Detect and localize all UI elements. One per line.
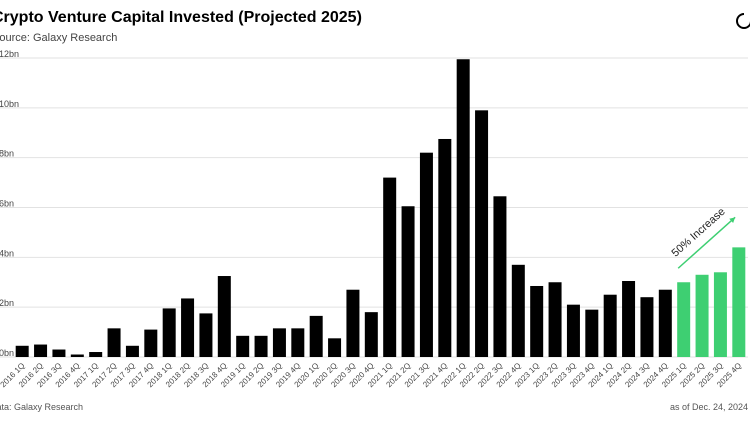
bar — [438, 138, 452, 357]
footer-date: as of Dec. 24, 2024 — [670, 402, 748, 412]
bar — [677, 282, 691, 357]
bar — [34, 344, 48, 357]
bar — [217, 276, 231, 357]
bar — [658, 289, 672, 357]
bar — [475, 110, 489, 357]
y-tick-label: $10bn — [0, 99, 19, 109]
bar — [640, 297, 654, 357]
bar — [144, 329, 158, 357]
bar — [566, 304, 580, 357]
bar — [107, 328, 121, 357]
bar — [419, 152, 433, 357]
bar — [254, 335, 268, 357]
bar — [328, 338, 342, 357]
y-tick-label: $4bn — [0, 248, 14, 258]
bar — [732, 247, 746, 357]
bar — [493, 196, 507, 357]
y-tick-label: $6bn — [0, 199, 14, 209]
bar — [346, 289, 360, 357]
annotation-arrow — [677, 216, 736, 269]
bar — [695, 274, 709, 357]
bar — [713, 272, 727, 357]
bar — [530, 285, 544, 357]
bar — [291, 328, 305, 357]
bar — [162, 308, 176, 357]
bar — [456, 59, 470, 357]
bar — [511, 264, 525, 357]
bar — [585, 309, 599, 357]
y-tick-label: $0bn — [0, 348, 14, 358]
bar — [383, 177, 397, 357]
bar — [70, 354, 84, 357]
bar — [364, 312, 378, 357]
bar — [401, 206, 415, 357]
bar — [548, 282, 562, 357]
logo — [736, 12, 750, 29]
bar — [272, 328, 286, 357]
bar — [125, 345, 139, 357]
bar — [181, 298, 195, 357]
bar — [309, 315, 323, 357]
chart-title: Crypto Venture Capital Invested (Project… — [0, 9, 362, 26]
bar — [236, 335, 250, 357]
bar — [15, 345, 29, 357]
bar — [52, 349, 66, 357]
bar — [622, 281, 636, 357]
bar — [199, 313, 213, 357]
chart-subtitle: Source: Galaxy Research — [0, 32, 117, 44]
annotation-arrowhead — [729, 217, 736, 224]
footer-source: Data: Galaxy Research — [0, 402, 83, 412]
bar — [89, 352, 103, 357]
y-tick-label: $8bn — [0, 149, 14, 159]
y-tick-label: $12bn — [0, 49, 19, 59]
bar — [603, 294, 617, 357]
y-tick-label: $2bn — [0, 298, 14, 308]
